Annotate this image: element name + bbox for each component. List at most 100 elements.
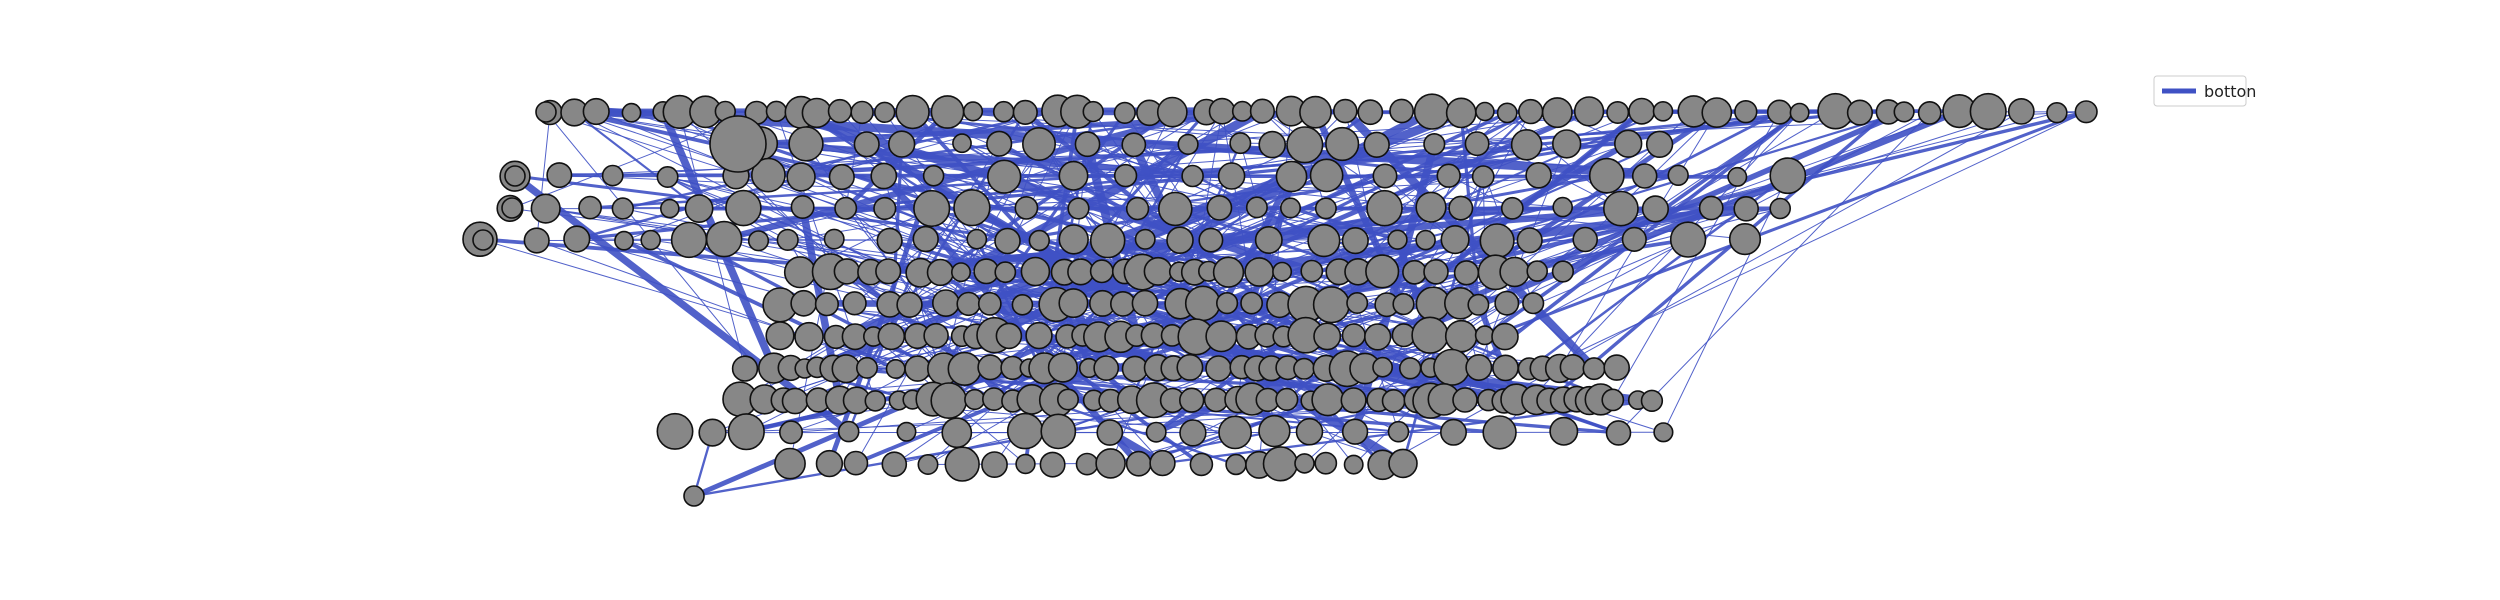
graph-node [790,289,818,317]
graph-node [1058,224,1089,255]
graph-node [1205,320,1238,353]
graph-hub-node [709,115,767,173]
graph-node [1012,99,1038,125]
graph-node [1541,97,1573,129]
graph-node [1603,354,1630,381]
graph-node [1464,131,1490,157]
graph-node [1734,99,1758,124]
graph-node [1272,261,1293,282]
graph-node [870,162,898,190]
graph-node [1254,226,1283,255]
graph-node [683,485,705,507]
graph-node [1249,98,1275,124]
graph-node [1215,292,1239,315]
graph-node [977,291,1002,316]
graph-node [774,447,806,480]
graph-node [1357,99,1384,126]
graph-node [1286,126,1324,164]
graph-node [1178,387,1205,413]
graph-node [995,322,1023,350]
graph-node [523,227,550,254]
graph-node [1275,160,1308,193]
graph-node [1040,413,1077,450]
graph-node [578,195,603,220]
graph-node [1143,256,1173,286]
graph-edge [545,111,784,401]
graph-node [1363,131,1390,159]
graph-node [1467,293,1490,316]
graph-node [1341,418,1369,445]
graph-node [1074,131,1101,158]
graph-node [1413,93,1451,130]
graph-node [1573,96,1605,127]
graph-node [1225,453,1247,476]
graph-node [1727,166,1748,187]
graph-node [786,162,816,192]
graph-node [1423,133,1446,156]
graph-node [1006,412,1044,450]
graph-node [1652,101,1674,122]
graph-node [1516,227,1543,254]
graph-node [1218,415,1253,450]
graph-node [1082,100,1104,123]
graph-node [1293,357,1316,380]
graph-node [778,420,803,445]
graph-node [659,198,680,219]
graph-node [864,390,887,412]
graph-node [1491,322,1519,351]
graph-node [952,133,972,154]
graph-edge [1304,144,1399,433]
graph-node [1445,97,1477,129]
graph-node [1559,354,1586,381]
graph-node [1475,101,1495,122]
graph-node [1452,387,1478,413]
graph-node [815,449,844,478]
graph-node [1113,163,1138,188]
graph-edge [573,111,701,210]
graph-node [1606,101,1630,125]
graph-node [962,101,984,122]
graph-node [855,356,878,379]
graph-node [1492,354,1519,382]
graph-node [877,322,906,351]
graph-node [1588,157,1625,194]
graph-node [1494,290,1520,316]
graph-node [1047,352,1078,383]
graph-node [1479,223,1515,259]
graph-node [895,94,930,130]
graph-node [1582,357,1606,381]
graph-node [1300,259,1324,283]
graph-node [781,387,809,415]
graph-edge [1662,175,1789,433]
graph-node [941,417,973,449]
graph-node [977,354,1004,381]
graph-node [1258,414,1291,448]
graph-node [831,354,861,384]
graph-node [783,256,817,289]
graph-node [747,230,770,252]
graph-node [843,450,869,476]
graph-node [1217,162,1246,190]
graph-node [1465,353,1493,381]
graph-node [1769,157,1807,195]
graph-node [944,446,980,482]
graph-node [1605,420,1632,446]
graph-node [1275,387,1299,412]
graph-node [873,101,896,124]
graph-node [1402,259,1427,285]
graph-edge [1428,110,1802,403]
graph-edge [545,208,1280,306]
graph-node [1552,196,1573,218]
graph-node [705,220,743,258]
graph-node [1388,448,1418,479]
graph-node [1728,223,1762,256]
graph-node [1640,389,1664,412]
graph-node [1698,195,1724,221]
graph-node [731,355,759,382]
graph-node [765,321,795,351]
graph-node [994,261,1017,284]
graph-edge [790,398,1288,433]
graph-edge [621,109,1059,210]
graph-edge [1618,112,1931,434]
